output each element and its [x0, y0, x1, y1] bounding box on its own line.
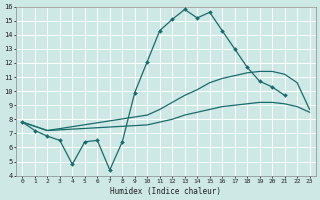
X-axis label: Humidex (Indice chaleur): Humidex (Indice chaleur) — [110, 187, 221, 196]
